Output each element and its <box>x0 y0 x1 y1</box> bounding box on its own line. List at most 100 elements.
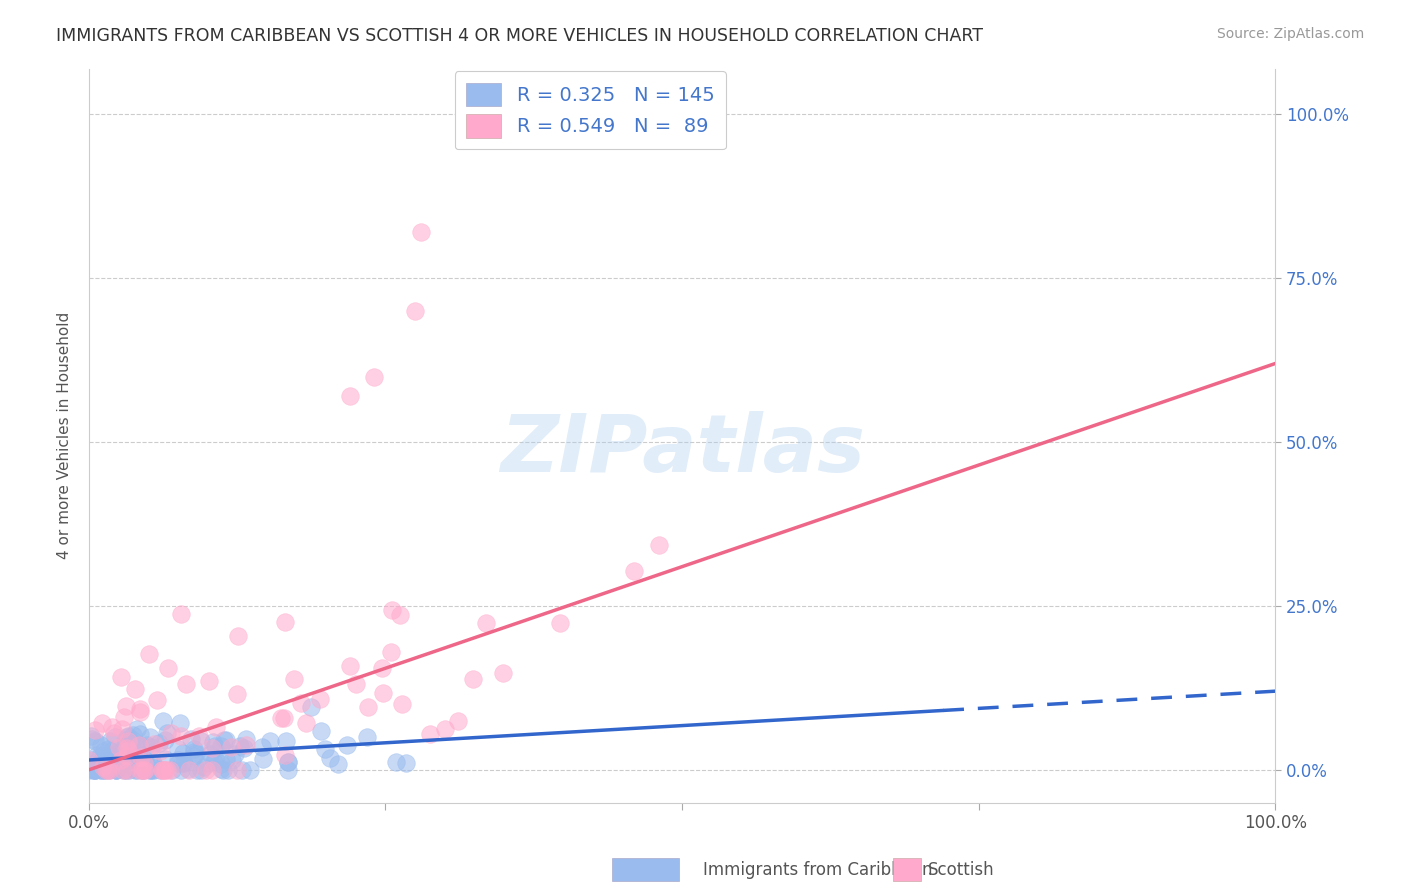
Point <box>225 687 247 701</box>
Point <box>108 739 131 754</box>
Point <box>139 763 162 777</box>
Point <box>170 607 193 622</box>
Point <box>229 739 252 753</box>
Point <box>209 762 232 776</box>
Point <box>344 677 367 691</box>
Point <box>492 666 515 681</box>
Point <box>170 729 193 743</box>
Point <box>97 763 120 777</box>
Point <box>110 670 132 684</box>
Point <box>79 759 101 773</box>
Point <box>90 763 112 777</box>
Point <box>273 711 295 725</box>
Point <box>131 763 153 777</box>
Point <box>124 682 146 697</box>
Point <box>100 751 122 765</box>
Point <box>388 608 411 623</box>
Point <box>93 763 115 777</box>
Point <box>201 735 224 749</box>
Point <box>153 733 176 747</box>
Point <box>129 749 152 764</box>
Point <box>108 744 131 758</box>
Point <box>239 763 262 777</box>
Point <box>231 763 253 777</box>
Point <box>446 714 468 729</box>
Point <box>104 763 127 777</box>
Point <box>86 748 108 763</box>
Text: Source: ZipAtlas.com: Source: ZipAtlas.com <box>1216 27 1364 41</box>
Point <box>105 758 128 772</box>
Point <box>127 763 149 777</box>
Point <box>114 733 136 747</box>
Point <box>259 734 281 748</box>
Point <box>129 701 152 715</box>
Text: ZIPatlas: ZIPatlas <box>499 411 865 489</box>
Point <box>200 747 222 762</box>
Text: IMMIGRANTS FROM CARIBBEAN VS SCOTTISH 4 OR MORE VEHICLES IN HOUSEHOLD CORRELATIO: IMMIGRANTS FROM CARIBBEAN VS SCOTTISH 4 … <box>56 27 983 45</box>
Point <box>139 730 162 744</box>
Point <box>128 762 150 776</box>
Point <box>357 699 380 714</box>
Point <box>115 748 138 763</box>
Point <box>339 658 361 673</box>
Point <box>117 734 139 748</box>
Point <box>124 745 146 759</box>
Point <box>83 763 105 777</box>
Point <box>117 742 139 756</box>
Point <box>93 757 115 772</box>
Point <box>83 763 105 777</box>
Point <box>299 699 322 714</box>
Point <box>314 742 336 756</box>
Point <box>150 763 173 777</box>
Point <box>129 727 152 741</box>
Point <box>90 754 112 768</box>
Point <box>202 755 225 769</box>
Point <box>153 763 176 777</box>
Point <box>107 756 129 770</box>
Point <box>91 760 114 774</box>
Point <box>201 763 224 777</box>
Point <box>277 755 299 769</box>
Point <box>381 603 404 617</box>
Point <box>250 739 273 754</box>
Point <box>226 629 249 643</box>
Point <box>122 732 145 747</box>
Point <box>188 729 211 743</box>
Point <box>124 753 146 767</box>
Point <box>215 732 238 747</box>
Y-axis label: 4 or more Vehicles in Household: 4 or more Vehicles in Household <box>58 312 72 559</box>
Point <box>143 737 166 751</box>
Point <box>97 763 120 777</box>
Point <box>391 697 413 711</box>
Point <box>235 732 257 747</box>
Point <box>183 748 205 763</box>
Point <box>225 763 247 777</box>
Point <box>159 763 181 777</box>
Point <box>183 742 205 756</box>
Point <box>134 753 156 767</box>
Point <box>135 738 157 752</box>
Point <box>91 755 114 769</box>
Point <box>194 763 217 777</box>
Point <box>270 711 292 725</box>
Point <box>131 756 153 771</box>
Point <box>283 672 305 686</box>
Point <box>142 756 165 771</box>
Point <box>160 725 183 739</box>
Point <box>93 744 115 758</box>
Point <box>186 763 208 777</box>
Point <box>252 752 274 766</box>
Point <box>112 763 135 777</box>
Point <box>93 749 115 764</box>
Point <box>110 757 132 772</box>
Point <box>170 763 193 777</box>
Point <box>173 756 195 770</box>
Point <box>108 750 131 764</box>
Point <box>434 722 457 736</box>
Point <box>197 756 219 770</box>
Point <box>183 745 205 759</box>
Point <box>290 696 312 710</box>
Point <box>103 726 125 740</box>
Point <box>380 645 402 659</box>
Point <box>174 677 197 691</box>
